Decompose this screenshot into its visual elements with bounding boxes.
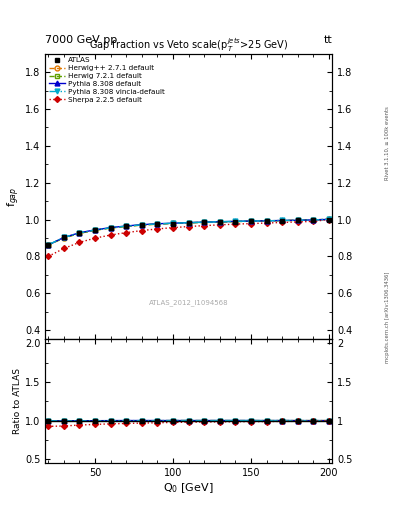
X-axis label: Q$_0$ [GeV]: Q$_0$ [GeV] bbox=[163, 481, 214, 495]
Text: Rivet 3.1.10, ≥ 100k events: Rivet 3.1.10, ≥ 100k events bbox=[385, 106, 389, 180]
Legend: ATLAS, Herwig++ 2.7.1 default, Herwig 7.2.1 default, Pythia 8.308 default, Pythi: ATLAS, Herwig++ 2.7.1 default, Herwig 7.… bbox=[48, 56, 166, 104]
Text: ATLAS_2012_I1094568: ATLAS_2012_I1094568 bbox=[149, 298, 228, 306]
Y-axis label: f$_{gap}$: f$_{gap}$ bbox=[6, 186, 22, 207]
Text: mcplots.cern.ch [arXiv:1306.3436]: mcplots.cern.ch [arXiv:1306.3436] bbox=[385, 272, 389, 363]
Text: tt: tt bbox=[323, 35, 332, 45]
Title: Gap fraction vs Veto scale(p$_T^{jets}$>25 GeV): Gap fraction vs Veto scale(p$_T^{jets}$>… bbox=[89, 36, 288, 54]
Y-axis label: Ratio to ATLAS: Ratio to ATLAS bbox=[13, 368, 22, 434]
Text: 7000 GeV pp: 7000 GeV pp bbox=[45, 35, 118, 45]
